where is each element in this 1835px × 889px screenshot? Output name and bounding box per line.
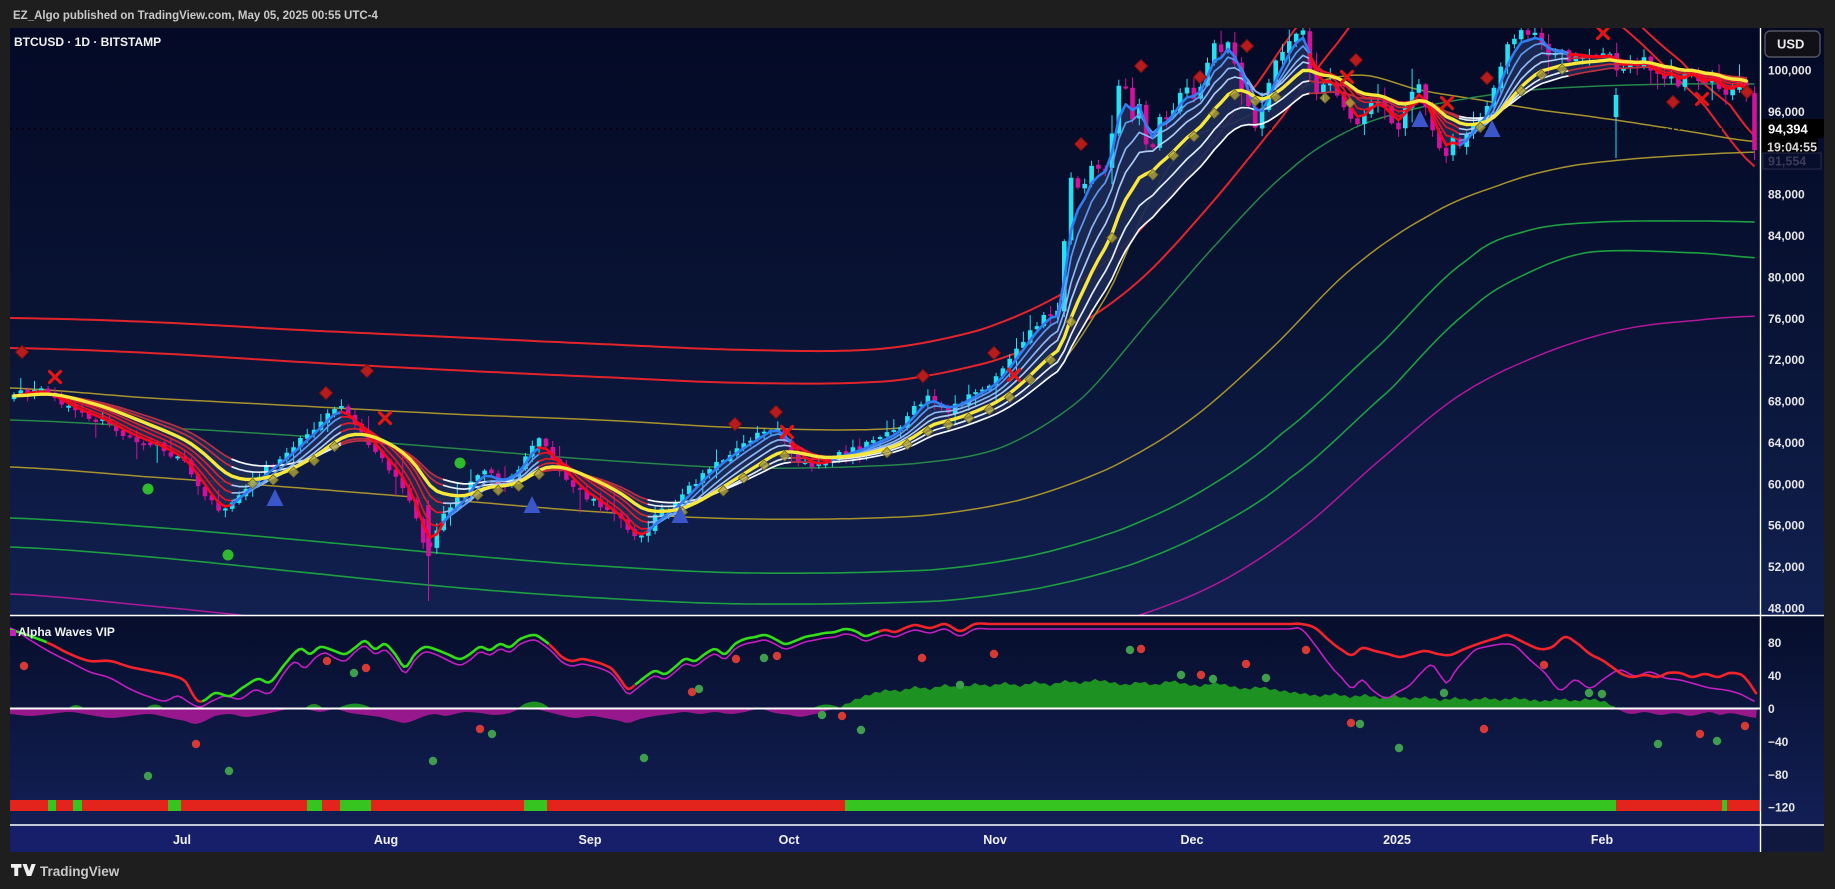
svg-text:Aug: Aug bbox=[374, 833, 398, 847]
svg-text:19:04:55: 19:04:55 bbox=[1767, 141, 1817, 155]
svg-text:40: 40 bbox=[1768, 669, 1782, 683]
svg-text:94,394: 94,394 bbox=[1768, 122, 1809, 137]
svg-text:Nov: Nov bbox=[983, 833, 1007, 847]
svg-text:80,000: 80,000 bbox=[1768, 270, 1805, 284]
svg-text:−120: −120 bbox=[1768, 801, 1795, 815]
svg-text:88,000: 88,000 bbox=[1768, 188, 1805, 202]
svg-text:EZ_Algo published on TradingVi: EZ_Algo published on TradingView.com, Ma… bbox=[13, 10, 379, 22]
svg-text:−40: −40 bbox=[1768, 735, 1789, 749]
svg-text:100,000: 100,000 bbox=[1768, 64, 1812, 78]
svg-text:Jul: Jul bbox=[173, 833, 191, 847]
svg-text:Alpha Waves VIP: Alpha Waves VIP bbox=[18, 625, 115, 639]
svg-text:−80: −80 bbox=[1768, 768, 1789, 782]
svg-text:USD: USD bbox=[1777, 37, 1804, 52]
svg-text:2025: 2025 bbox=[1383, 833, 1411, 847]
svg-text:96,000: 96,000 bbox=[1768, 105, 1805, 119]
svg-text:BTCUSD · 1D · BITSTAMP: BTCUSD · 1D · BITSTAMP bbox=[14, 35, 161, 49]
svg-text:80: 80 bbox=[1768, 636, 1782, 650]
svg-text:48,000: 48,000 bbox=[1768, 602, 1805, 616]
svg-text:Oct: Oct bbox=[779, 833, 801, 847]
svg-text:0: 0 bbox=[1768, 702, 1775, 716]
svg-text:Dec: Dec bbox=[1181, 833, 1204, 847]
svg-text:68,000: 68,000 bbox=[1768, 395, 1805, 409]
svg-text:60,000: 60,000 bbox=[1768, 477, 1805, 491]
svg-text:64,000: 64,000 bbox=[1768, 436, 1805, 450]
svg-text:84,000: 84,000 bbox=[1768, 229, 1805, 243]
svg-text:TradingView: TradingView bbox=[40, 864, 120, 879]
svg-text:Sep: Sep bbox=[579, 833, 602, 847]
svg-text:91,554: 91,554 bbox=[1768, 155, 1806, 169]
svg-text:76,000: 76,000 bbox=[1768, 312, 1805, 326]
svg-text:Feb: Feb bbox=[1591, 833, 1614, 847]
svg-text:52,000: 52,000 bbox=[1768, 560, 1805, 574]
svg-text:56,000: 56,000 bbox=[1768, 519, 1805, 533]
svg-text:72,000: 72,000 bbox=[1768, 353, 1805, 367]
